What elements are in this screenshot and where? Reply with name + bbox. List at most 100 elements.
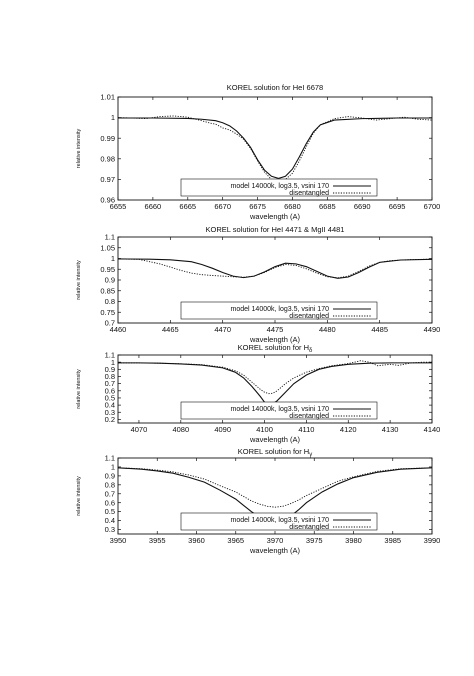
x-tick-label: 4465 [162, 325, 179, 334]
y-tick-label: 0.7 [105, 379, 115, 388]
y-tick-label: 0.8 [105, 297, 115, 306]
y-tick-label: 0.3 [105, 408, 115, 417]
y-tick-label: 0.7 [105, 319, 115, 328]
x-tick-label: 6685 [319, 202, 336, 211]
legend-label: disentangled [289, 313, 329, 320]
y-tick-label: 0.97 [100, 175, 115, 184]
x-axis-label: wavelength (A) [249, 546, 301, 555]
x-axis-label: wavelength (A) [249, 435, 301, 444]
x-tick-label: 3960 [188, 536, 205, 545]
y-tick-label: 1.1 [105, 351, 115, 360]
x-tick-label: 4100 [256, 425, 273, 434]
series-line-disentangled [117, 258, 433, 279]
x-tick-label: 3980 [345, 536, 362, 545]
y-tick-label: 1 [111, 113, 115, 122]
chart-title-subscript: γ [309, 452, 312, 458]
x-tick-label: 4090 [214, 425, 231, 434]
x-tick-label: 4460 [110, 325, 127, 334]
y-tick-label: 0.3 [105, 525, 115, 534]
series-line-model [118, 117, 432, 179]
x-tick-label: 4470 [214, 325, 231, 334]
chart-title: KOREL solution for Hγ [238, 447, 312, 458]
chart-title: KOREL solution for Hδ [238, 343, 313, 354]
plot-frame [117, 354, 433, 424]
y-tick-label: 1.1 [105, 233, 115, 242]
chart-title-subscript: δ [309, 348, 313, 354]
y-tick-label: 1 [111, 358, 115, 367]
chart-title: KOREL solution for HeI 4471 & MgII 4481 [206, 225, 345, 234]
y-tick-label: 0.8 [105, 372, 115, 381]
plot-frame [117, 96, 433, 201]
y-tick-label: 1 [111, 254, 115, 263]
legend-label: model 14000k, log3.5, vsini 170 [231, 517, 330, 524]
y-tick-label: 1.01 [100, 93, 115, 102]
legend-box [180, 178, 378, 197]
x-tick-label: 4480 [319, 325, 336, 334]
x-tick-label: 6655 [110, 202, 127, 211]
chart-title-main: KOREL solution for HeI 6678 [227, 83, 323, 92]
y-tick-label: 0.2 [105, 415, 115, 424]
legend-box [180, 401, 378, 420]
x-tick-label: 6670 [214, 202, 231, 211]
y-tick-label: 0.5 [105, 507, 115, 516]
y-tick-label: 0.85 [100, 286, 115, 295]
series-line-model [118, 362, 432, 405]
y-tick-label: 1.05 [100, 243, 115, 252]
x-tick-label: 6695 [389, 202, 406, 211]
x-tick-label: 4490 [424, 325, 441, 334]
x-tick-label: 3955 [149, 536, 166, 545]
x-tick-label: 6680 [284, 202, 301, 211]
legend-box [180, 301, 378, 320]
legend-label: model 14000k, log3.5, vsini 170 [231, 406, 330, 413]
x-tick-label: 3975 [306, 536, 323, 545]
y-tick-label: 0.9 [105, 276, 115, 285]
legend-label: disentangled [289, 524, 329, 531]
legend-label: disentangled [289, 190, 329, 197]
chart-title-main: KOREL solution for HeI 4471 & MgII 4481 [206, 225, 345, 234]
y-tick-label: 0.96 [100, 196, 115, 205]
series-line-disentangled [117, 115, 433, 182]
x-tick-label: 3965 [227, 536, 244, 545]
chart-4: KOREL solution for Hγ 3950 3955 3960 3965 397… [76, 447, 440, 555]
x-tick-label: 3990 [424, 536, 441, 545]
x-tick-label: 4070 [131, 425, 148, 434]
y-axis-label: relative intensity [76, 129, 82, 169]
chart-title: KOREL solution for HeI 6678 [227, 83, 323, 92]
x-tick-label: 3950 [110, 536, 127, 545]
series-line-model [117, 258, 433, 279]
legend-box [180, 512, 378, 531]
y-tick-label: 1 [111, 463, 115, 472]
y-tick-label: 1.1 [105, 454, 115, 463]
x-tick-label: 6690 [354, 202, 371, 211]
x-tick-label: 4485 [371, 325, 388, 334]
y-tick-label: 0.4 [105, 516, 115, 525]
y-tick-label: 0.4 [105, 401, 115, 410]
x-tick-label: 4120 [340, 425, 357, 434]
y-axis-label: relative intensity [76, 260, 82, 300]
legend-label: disentangled [289, 413, 329, 420]
chart-title-main: KOREL solution for H [238, 447, 309, 456]
x-tick-label: 6665 [179, 202, 196, 211]
y-tick-label: 0.99 [100, 134, 115, 143]
y-tick-label: 0.95 [100, 265, 115, 274]
series-line-disentangled [118, 360, 432, 395]
x-tick-label: 3985 [384, 536, 401, 545]
x-tick-label: 4130 [382, 425, 399, 434]
x-tick-label: 4110 [298, 425, 314, 434]
y-tick-label: 0.9 [105, 365, 115, 374]
y-tick-label: 0.75 [100, 308, 115, 317]
x-axis-label: wavelength (A) [249, 335, 301, 344]
x-tick-label: 4475 [267, 325, 284, 334]
x-tick-label: 4080 [172, 425, 189, 434]
y-tick-label: 0.6 [105, 498, 115, 507]
chart-2: KOREL solution for HeI 4471 & MgII 4481 4… [76, 225, 440, 344]
x-tick-label: 6700 [424, 202, 441, 211]
x-axis-label: wavelength (A) [249, 212, 301, 221]
y-axis-label: relative intensity [76, 476, 82, 516]
x-tick-label: 6675 [249, 202, 266, 211]
y-tick-label: 0.8 [105, 480, 115, 489]
y-tick-label: 0.7 [105, 489, 115, 498]
chart-3: KOREL solution for Hδ 4070 4080 4090 4100 411… [76, 343, 440, 444]
legend-label: model 14000k, log3.5, vsini 170 [231, 306, 330, 313]
